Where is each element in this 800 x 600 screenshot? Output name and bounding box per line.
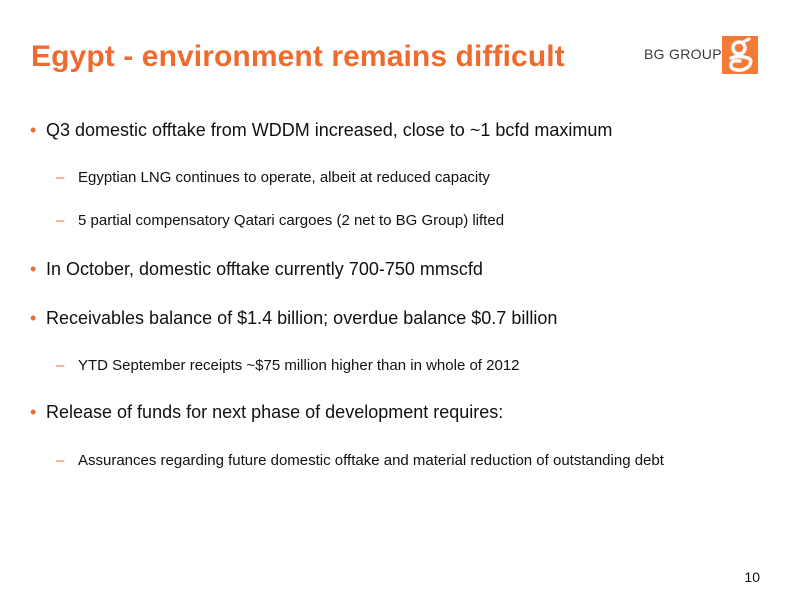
bullet-text: Q3 domestic offtake from WDDM increased,… bbox=[46, 120, 613, 140]
bullet-marker: • bbox=[30, 120, 37, 140]
sub-bullet-text: 5 partial compensatory Qatari cargoes (2… bbox=[78, 212, 505, 229]
slide-title: Egypt - environment remains difficult bbox=[31, 40, 565, 73]
sub-bullet-item: –5 partial compensatory Qatari cargoes (… bbox=[56, 212, 504, 229]
sub-bullet-text: YTD September receipts ~$75 million high… bbox=[78, 357, 520, 374]
page-number: 10 bbox=[744, 569, 760, 585]
dash-marker: – bbox=[56, 452, 65, 469]
bullet-text: In October, domestic offtake currently 7… bbox=[46, 259, 483, 279]
bullet-text: Receivables balance of $1.4 billion; ove… bbox=[46, 308, 558, 328]
bullet-item: • Receivables balance of $1.4 billion; ov… bbox=[30, 308, 557, 329]
sub-bullet-item: – Assurances regarding future domestic of… bbox=[56, 452, 664, 469]
sub-bullet-item: – Egyptian LNG continues to operate, albe… bbox=[56, 169, 490, 186]
sub-bullet-text: Assurances regarding future domestic off… bbox=[78, 452, 664, 469]
brand-name: BG GROUP bbox=[644, 46, 722, 62]
bullet-item: • In October, domestic offtake currently … bbox=[30, 259, 483, 280]
bullet-marker: • bbox=[30, 402, 37, 422]
bullet-text: Release of funds for next phase of devel… bbox=[46, 402, 504, 422]
bg-group-logo bbox=[722, 36, 758, 74]
sub-bullet-item: – YTD September receipts ~$75 million hig… bbox=[56, 357, 520, 374]
bullet-marker: • bbox=[30, 308, 37, 328]
dash-marker: – bbox=[56, 357, 65, 374]
bullet-item: • Q3 domestic offtake from WDDM increased… bbox=[30, 120, 612, 141]
sub-bullet-text: Egyptian LNG continues to operate, albei… bbox=[78, 169, 490, 186]
dash-marker: – bbox=[56, 212, 65, 229]
bullet-item: • Release of funds for next phase of deve… bbox=[30, 402, 503, 423]
dash-marker: – bbox=[56, 169, 65, 186]
bullet-marker: • bbox=[30, 259, 37, 279]
logo-g-icon bbox=[729, 37, 753, 72]
